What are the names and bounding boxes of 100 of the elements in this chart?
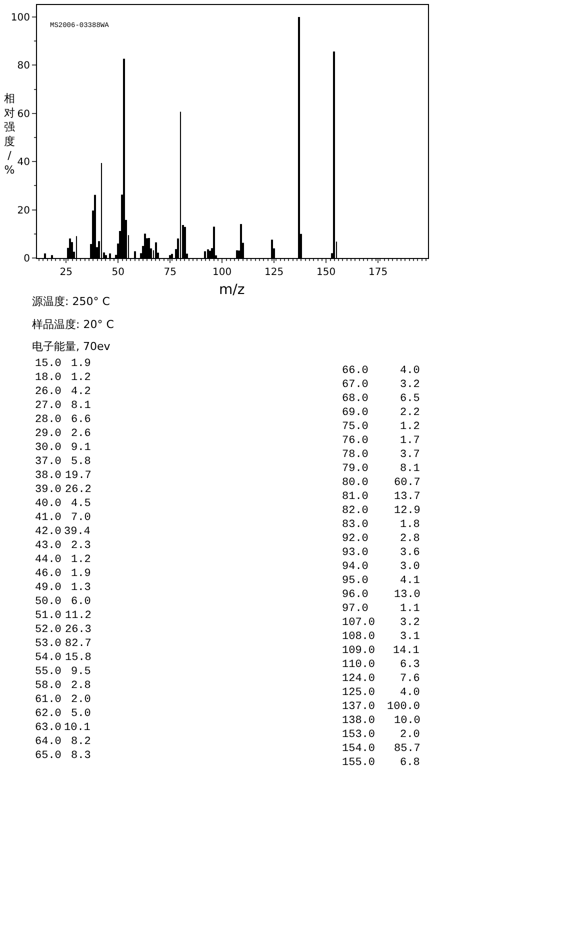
text: 76.0	[342, 435, 368, 447]
text: 3.2	[400, 379, 420, 391]
text: 8.1	[71, 400, 92, 412]
text: 26.0	[35, 386, 62, 398]
text: 125.0	[342, 687, 376, 699]
text: 61.0	[35, 694, 62, 706]
text: 67.0	[342, 379, 368, 391]
text: 6.6	[71, 414, 91, 426]
text: 85.7	[394, 743, 420, 755]
text: 2.8	[71, 680, 91, 692]
y-tick-label: 40	[17, 157, 30, 168]
text: 9.5	[71, 666, 91, 678]
text: 54.0	[35, 652, 62, 664]
text: 15.8	[65, 652, 92, 664]
text: 109.0	[342, 645, 376, 657]
text: 42.0	[35, 526, 62, 538]
text: 1.2	[400, 421, 420, 433]
text: 10.1	[64, 722, 91, 734]
x-tick-label: 175	[368, 267, 388, 278]
text: 46.0	[35, 568, 62, 580]
x-axis-title: m/z	[219, 282, 245, 298]
text: 1.8	[400, 519, 420, 531]
text: 1.2	[71, 554, 91, 566]
text: 81.0	[342, 491, 368, 503]
text: 1.9	[71, 358, 91, 370]
text: 3.7	[400, 449, 420, 461]
text: 1.1	[400, 603, 420, 615]
text: 2.0	[71, 694, 91, 706]
text: 源温度: 250° C	[32, 295, 110, 308]
text: 26.3	[65, 624, 92, 636]
text: 52.0	[35, 624, 62, 636]
text: 8.2	[71, 736, 91, 748]
text: 8.3	[71, 750, 91, 762]
text: 100.0	[387, 701, 420, 713]
text: 1.3	[71, 582, 91, 594]
text: 63.0	[35, 722, 62, 734]
text: 65.0	[35, 750, 62, 762]
text: 138.0	[342, 715, 376, 727]
text: 92.0	[342, 533, 368, 545]
text: 样品温度: 20° C	[32, 318, 114, 331]
y-tick-label: 80	[17, 60, 30, 72]
text: 82.0	[342, 505, 368, 517]
text: 50.0	[35, 596, 62, 608]
text: 78.0	[342, 449, 368, 461]
text: 80.0	[342, 477, 368, 489]
text: 60.7	[394, 477, 420, 489]
text: 110.0	[342, 659, 376, 671]
text: 69.0	[342, 407, 368, 419]
text: 27.0	[35, 400, 62, 412]
x-tick-label: 125	[264, 267, 284, 278]
text: 79.0	[342, 463, 368, 475]
text: 38.0	[35, 470, 62, 482]
x-tick-label: 75	[164, 267, 176, 278]
text: 13.7	[394, 491, 420, 503]
y-tick-label: 60	[17, 108, 30, 120]
text: 4.0	[400, 365, 420, 377]
text: 5.8	[71, 456, 91, 468]
text: 137.0	[342, 701, 376, 713]
text: 83.0	[342, 519, 368, 531]
text: 1.7	[400, 435, 420, 447]
text: 1.9	[71, 568, 91, 580]
text: 58.0	[35, 680, 62, 692]
text: 2.0	[400, 729, 420, 741]
text: 2.6	[71, 428, 91, 440]
text: 6.8	[400, 757, 420, 769]
y-tick-label: 0	[24, 254, 30, 264]
text: 94.0	[342, 561, 368, 573]
text: 51.0	[35, 610, 62, 622]
text: 28.0	[35, 414, 62, 426]
text: 49.0	[35, 582, 62, 594]
text: 4.5	[71, 498, 91, 510]
text: 4.1	[400, 575, 420, 587]
text: 13.0	[394, 589, 420, 601]
text: 7.6	[400, 673, 420, 685]
x-tick-label: 100	[212, 267, 232, 278]
y-tick-label: 20	[17, 205, 30, 216]
text: 2.2	[400, 407, 420, 419]
text: 37.0	[35, 456, 62, 468]
text: 107.0	[342, 617, 376, 629]
x-tick-label: 50	[112, 267, 124, 278]
text: 14.1	[393, 645, 420, 657]
text: 62.0	[35, 708, 62, 720]
text: 10.0	[394, 715, 420, 727]
text: 18.0	[35, 372, 62, 384]
text: 40.0	[35, 498, 62, 510]
text: 19.7	[65, 470, 92, 482]
text: 155.0	[342, 757, 376, 769]
text: 6.5	[400, 393, 420, 405]
text: 29.0	[35, 428, 62, 440]
text: 39.0	[35, 484, 62, 496]
text: 64.0	[35, 736, 62, 748]
text: 3.2	[400, 617, 420, 629]
text: 12.9	[394, 505, 420, 517]
text: 153.0	[342, 729, 376, 741]
text: 8.1	[400, 463, 420, 475]
text: 53.0	[35, 638, 62, 650]
text: 41.0	[35, 512, 62, 524]
text: 43.0	[35, 540, 62, 552]
text: 6.0	[71, 596, 91, 608]
text: 68.0	[342, 393, 368, 405]
